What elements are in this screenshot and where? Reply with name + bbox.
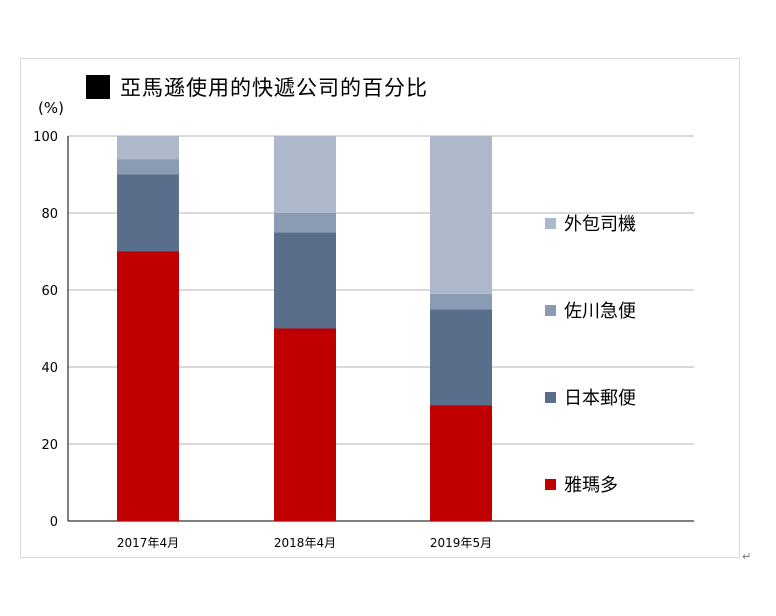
bar-segment (117, 251, 179, 521)
legend-item: 外包司機 (545, 210, 636, 236)
bar-segment (274, 213, 336, 233)
y-axis-unit-label: (%) (38, 99, 64, 117)
chart-title-block: 亞馬遜使用的快遞公司的百分比 (86, 72, 428, 102)
legend-swatch (545, 217, 556, 229)
legend-label: 日本郵便 (564, 388, 636, 409)
legend-label: 雅瑪多 (564, 475, 618, 496)
bar-segment (117, 159, 179, 175)
legend-swatch (545, 478, 556, 490)
y-tick-label: 40 (41, 361, 58, 376)
bar-segment (430, 136, 492, 294)
legend-label: 佐川急便 (564, 301, 636, 322)
bar-segment (430, 293, 492, 310)
bar-segment (274, 136, 336, 213)
bar-segment (430, 405, 492, 521)
legend-swatch (545, 304, 556, 316)
x-tick-label: 2017年4月 (117, 536, 179, 550)
bar-segment (117, 136, 179, 160)
bar-segment (274, 328, 336, 521)
y-tick-label: 100 (33, 130, 58, 145)
legend-item: 日本郵便 (545, 384, 636, 410)
y-tick-label: 80 (41, 207, 58, 222)
legend-label: 外包司機 (564, 214, 636, 235)
legend-item: 佐川急便 (545, 297, 636, 323)
chart-frame (20, 58, 740, 558)
y-tick-label: 0 (50, 515, 58, 530)
bar-segment (274, 232, 336, 329)
y-tick-label: 20 (41, 438, 58, 453)
x-tick-label: 2018年4月 (274, 536, 336, 550)
legend-item: 雅瑪多 (545, 471, 618, 497)
title-square-marker (86, 75, 110, 99)
bar-segment (430, 309, 492, 406)
legend-swatch (545, 391, 556, 403)
bar-segment (117, 174, 179, 252)
x-tick-label: 2019年5月 (430, 536, 492, 550)
paragraph-mark: ↵ (742, 550, 752, 563)
y-tick-label: 60 (41, 284, 58, 299)
chart-title: 亞馬遜使用的快遞公司的百分比 (120, 76, 428, 100)
